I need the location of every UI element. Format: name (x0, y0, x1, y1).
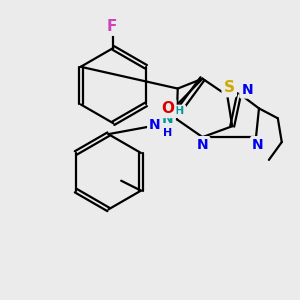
Text: N: N (149, 118, 161, 132)
Text: H: H (163, 128, 172, 138)
Text: S: S (224, 80, 235, 95)
Text: N: N (197, 138, 208, 152)
Text: N: N (162, 112, 174, 126)
Text: N: N (252, 138, 264, 152)
Text: N: N (241, 82, 253, 97)
Text: F: F (106, 19, 116, 34)
Text: H: H (175, 106, 184, 116)
Text: O: O (161, 101, 174, 116)
